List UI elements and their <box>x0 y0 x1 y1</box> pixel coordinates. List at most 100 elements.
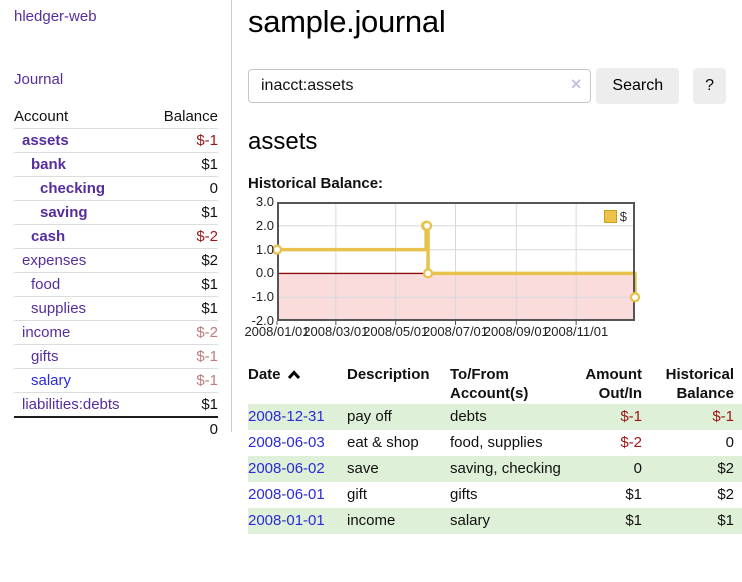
account-row: food $1 <box>14 272 218 297</box>
account-row: salary $-1 <box>14 368 218 393</box>
accounts-total-spacer <box>14 416 149 441</box>
account-balance: $2 <box>148 248 218 273</box>
accounts-col-header: Account <box>14 105 149 129</box>
account-row: income $-2 <box>14 320 218 345</box>
sidebar-nav: Journal <box>14 71 232 88</box>
register-balance: $-1 <box>712 408 734 425</box>
x-axis-tick-label: 2008/05/01 <box>363 324 429 339</box>
register-date-link[interactable]: 2008-06-02 <box>248 460 325 477</box>
y-axis-tick-label: -1.0 <box>251 289 274 305</box>
account-link[interactable]: salary <box>31 372 72 389</box>
register-accounts: gifts <box>450 486 478 503</box>
register-accounts: saving, checking <box>450 460 561 477</box>
clear-search-icon[interactable]: × <box>570 74 582 94</box>
historical-balance-column-header: Historical Balance <box>665 366 734 402</box>
account-link[interactable]: gifts <box>31 348 59 365</box>
register-accounts: salary <box>450 512 491 529</box>
y-axis-tick-label: 0.0 <box>255 265 274 281</box>
account-row: cash $-2 <box>14 224 218 249</box>
register-balance: 0 <box>725 434 734 451</box>
register-description: gift <box>347 486 368 503</box>
register-date-link[interactable]: 2008-01-01 <box>248 512 325 529</box>
main-content: sample.journal × Search ? assets Histori… <box>232 0 742 534</box>
y-axis-tick-label: -2.0 <box>251 313 274 328</box>
accounts-total-value: 0 <box>148 416 218 441</box>
account-link[interactable]: bank <box>31 156 67 173</box>
chart-legend: $ <box>601 208 629 225</box>
page-title: sample.journal <box>248 4 446 39</box>
legend-swatch-icon <box>603 210 617 223</box>
search-input[interactable] <box>248 69 592 103</box>
account-balance: $-1 <box>148 368 218 393</box>
brand-link[interactable]: hledger-web <box>14 8 97 25</box>
account-link[interactable]: liabilities:debts <box>22 396 120 413</box>
account-row: gifts $-1 <box>14 344 218 369</box>
register-amount: $-2 <box>620 434 642 451</box>
register-row: 2008-12-31 pay off debts $-1 $-1 <box>248 404 742 430</box>
x-axis-tick-label: 2008/03/01 <box>303 324 369 339</box>
account-row: expenses $2 <box>14 248 218 273</box>
x-axis-tick-label: 2008/09/01 <box>483 324 549 339</box>
register-row: 2008-06-03 eat & shop food, supplies $-2 0 <box>248 430 742 456</box>
accounts-column-header: To/From Account(s) <box>450 366 529 402</box>
sidebar-item-journal[interactable]: Journal <box>14 71 64 88</box>
y-axis-tick-label: 1.0 <box>255 241 274 257</box>
register-balance: $2 <box>717 486 734 503</box>
register-date-link[interactable]: 2008-06-01 <box>248 486 325 503</box>
register-date-link[interactable]: 2008-06-03 <box>248 434 325 451</box>
account-row: assets $-1 <box>14 128 218 153</box>
historical-balance-chart: $ 3.0 2.0 1.0 0.0 -1.0 -2.0 2008/01/01 2008/03/… <box>244 194 726 344</box>
sidebar: hledger-web Journal Account Balance asse… <box>0 0 232 534</box>
search-button[interactable]: Search <box>596 68 680 104</box>
account-balance: $-2 <box>148 320 218 345</box>
description-column-header: Description <box>347 366 430 383</box>
account-balance: $-1 <box>148 344 218 369</box>
sidebar-divider <box>231 0 232 432</box>
account-balance: $-1 <box>148 128 218 153</box>
register-amount: 0 <box>633 460 642 477</box>
account-balance: $1 <box>148 272 218 297</box>
register-amount: $1 <box>625 512 642 529</box>
account-link[interactable]: cash <box>31 228 66 245</box>
register-description: save <box>347 460 379 477</box>
register-description: pay off <box>347 408 392 425</box>
chart-title: Historical Balance: <box>248 175 384 192</box>
search-bar: × Search ? <box>248 68 726 104</box>
account-link[interactable]: assets <box>22 132 69 149</box>
register-balance: $2 <box>717 460 734 477</box>
account-link[interactable]: saving <box>40 204 88 221</box>
date-column-header[interactable]: Date <box>248 364 347 404</box>
register-description: eat & shop <box>347 434 419 451</box>
account-heading: assets <box>248 128 318 155</box>
chart-canvas <box>271 202 641 325</box>
account-balance: 0 <box>148 176 218 201</box>
account-balance: $1 <box>148 200 218 225</box>
legend-label: $ <box>619 209 627 224</box>
register-accounts: food, supplies <box>450 434 543 451</box>
register-header-row: Date Description To/From Account(s) Amou… <box>248 364 742 404</box>
account-row: supplies $1 <box>14 296 218 321</box>
register-amount: $-1 <box>620 408 642 425</box>
amount-column-header: Amount Out/In <box>585 366 642 402</box>
account-balance: $1 <box>148 296 218 321</box>
register-date-link[interactable]: 2008-12-31 <box>248 408 325 425</box>
help-button[interactable]: ? <box>693 68 726 104</box>
register-balance: $1 <box>717 512 734 529</box>
account-link[interactable]: expenses <box>22 252 87 269</box>
account-row: saving $1 <box>14 200 218 225</box>
account-link[interactable]: supplies <box>31 300 87 317</box>
app-window: hledger-web Journal Account Balance asse… <box>0 0 742 534</box>
account-row: checking 0 <box>14 176 218 201</box>
y-axis-tick-label: 2.0 <box>255 217 274 233</box>
account-link[interactable]: checking <box>40 180 106 197</box>
date-header-label: Date <box>248 366 281 383</box>
x-axis-tick-label: 2008/11/01 <box>544 324 609 339</box>
chart-plot-area: $ <box>271 202 641 326</box>
register-row: 2008-01-01 income salary $1 $1 <box>248 508 742 534</box>
account-link[interactable]: food <box>31 276 61 293</box>
register-table: Date Description To/From Account(s) Amou… <box>248 364 742 534</box>
register-row: 2008-06-02 save saving, checking 0 $2 <box>248 456 742 482</box>
y-axis-tick-label: 3.0 <box>255 194 274 209</box>
register-description: income <box>347 512 396 529</box>
account-link[interactable]: income <box>22 324 71 341</box>
